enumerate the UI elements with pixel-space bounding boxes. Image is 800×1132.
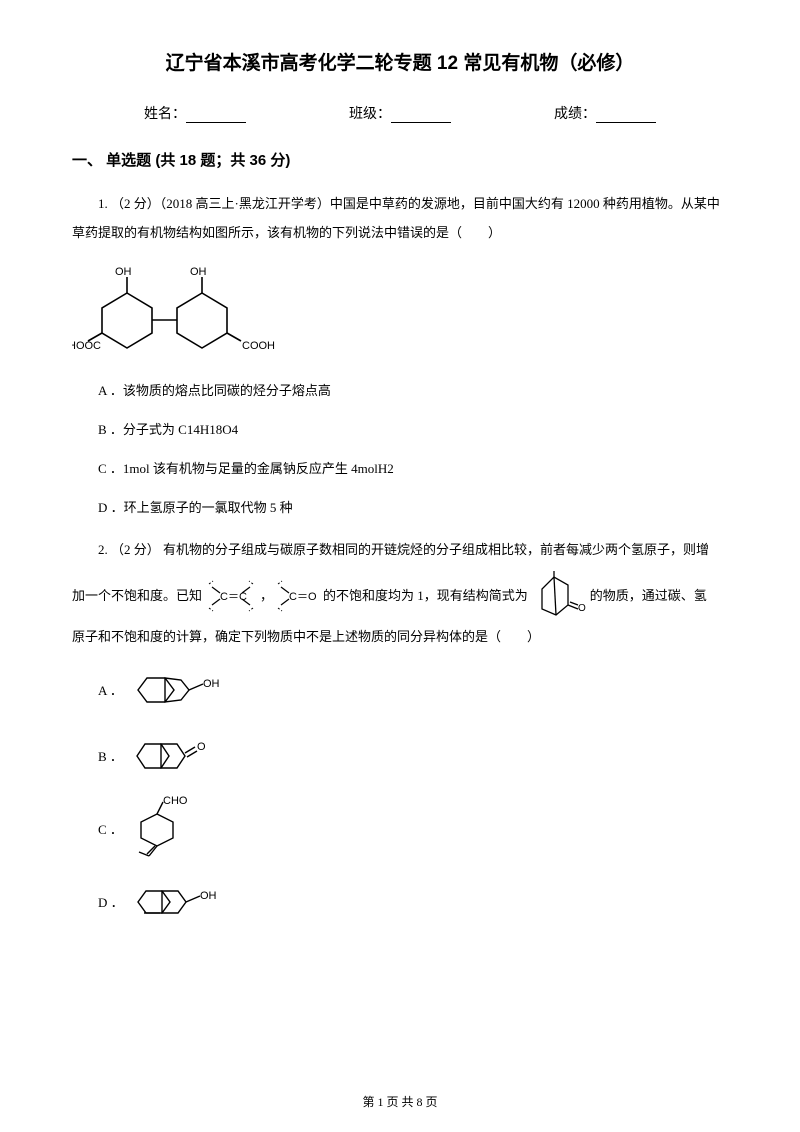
class-blank[interactable] <box>391 109 451 123</box>
hooc-label: HOOC <box>72 340 101 352</box>
molecule-d-icon: OH <box>130 877 240 927</box>
q2-line2-b: ， <box>260 583 273 609</box>
molecule-b-icon: O <box>129 730 229 782</box>
svg-text:OH: OH <box>203 678 220 690</box>
page-title: 辽宁省本溪市高考化学二轮专题 12 常见有机物（必修） <box>72 48 728 75</box>
bicyclic-ketone-icon: O <box>528 571 590 621</box>
section-header: 一、 单选题 (共 18 题；共 36 分) <box>72 149 728 170</box>
molecule-a-icon: OH <box>129 664 239 716</box>
option-letter: C ． <box>98 819 123 838</box>
q1-option-d[interactable]: D ．环上氢原子的一氯取代物 5 种 <box>72 498 728 519</box>
q2-line2-c: 的不饱和度均为 1，现有结构简式为 <box>323 583 528 609</box>
class-label: 班级： <box>349 103 391 123</box>
student-info-row: 姓名： 班级： 成绩： <box>72 103 728 123</box>
q2-line1: 2. （2 分） 有机物的分子组成与碳原子数相同的开链烷烃的分子组成相比较，前者… <box>72 536 728 565</box>
svg-text:OH: OH <box>200 890 217 902</box>
q2-line3: 原子和不饱和度的计算，确定下列物质中不是上述物质的同分异构体的是（ ） <box>72 623 728 652</box>
oh-label: OH <box>115 266 132 278</box>
svg-text:CHO: CHO <box>163 795 188 807</box>
option-letter: A ． <box>98 680 123 699</box>
c-double-c-icon: C＝C <box>202 579 260 613</box>
q2-line2: 加一个不饱和度。已知 C＝C ， C＝O <box>72 571 728 621</box>
q1-option-b[interactable]: B ．分子式为 C14H18O4 <box>72 420 728 441</box>
q2-option-d[interactable]: D ． OH <box>98 874 728 930</box>
q1-text: 1. （2 分）（2018 高三上·黑龙江开学考）中国是中草药的发源地，目前中国… <box>72 190 728 247</box>
q1-option-a[interactable]: A ．该物质的熔点比同碳的烃分子熔点高 <box>72 381 728 402</box>
q1-molecule-diagram: OH OH HOOC COOH <box>72 263 728 363</box>
svg-text:O: O <box>197 741 206 753</box>
score-blank[interactable] <box>596 109 656 123</box>
score-label: 成绩： <box>554 103 596 123</box>
c-double-o-icon: C＝O <box>273 579 323 613</box>
q1-option-c[interactable]: C ．1mol 该有机物与足量的金属钠反应产生 4molH2 <box>72 459 728 480</box>
q2-line2-d: 的物质，通过碳、氢 <box>590 583 707 609</box>
option-letter: B ． <box>98 746 123 765</box>
cooh-label: COOH <box>242 340 275 352</box>
page-footer: 第 1 页 共 8 页 <box>0 1093 800 1110</box>
q2-option-c[interactable]: C ． CHO <box>98 794 728 864</box>
q2-option-a[interactable]: A ． OH <box>98 662 728 718</box>
q2-option-b[interactable]: B ． O <box>98 728 728 784</box>
oh-label: OH <box>190 266 207 278</box>
svg-text:O: O <box>578 603 586 614</box>
option-letter: D ． <box>98 892 124 911</box>
molecule-c-icon: CHO <box>129 794 209 864</box>
q2-line2-a: 加一个不饱和度。已知 <box>72 583 202 609</box>
name-blank[interactable] <box>186 109 246 123</box>
svg-text:C＝C: C＝C <box>220 591 247 603</box>
svg-text:C＝O: C＝O <box>289 591 317 603</box>
name-label: 姓名： <box>144 103 186 123</box>
